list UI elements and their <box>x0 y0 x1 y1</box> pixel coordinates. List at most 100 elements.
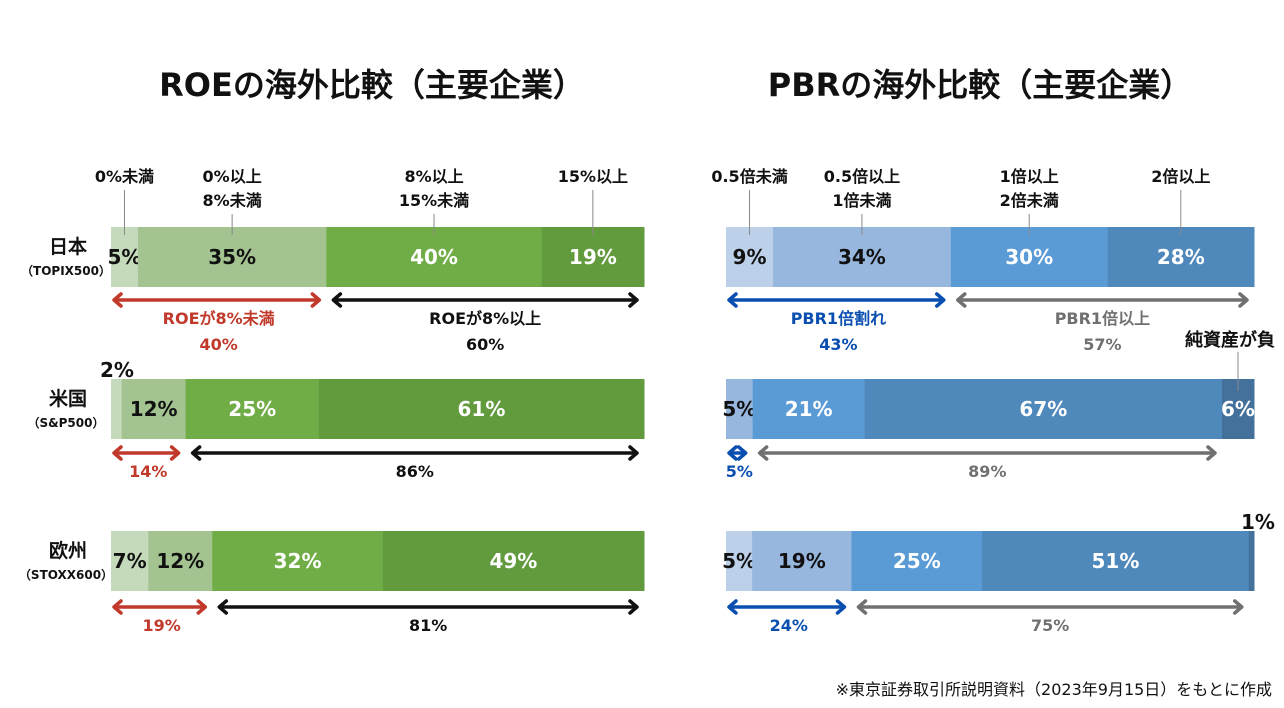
roe-bar-2-label-2: 32% <box>274 549 322 573</box>
pbr-bar-0-segment-2 <box>950 227 1109 287</box>
pbr-low-arrow-0-head-left <box>727 292 738 308</box>
roe-bar-2-label-3: 49% <box>489 549 537 573</box>
roe-high-arrow-2-head-right <box>628 599 639 615</box>
pbr-bar-2-label-0: 5% <box>722 549 756 573</box>
pbr-bar-1-label-4: 6% <box>1221 397 1255 421</box>
pbr-low-group-name: PBR1倍割れ <box>791 309 886 328</box>
pbr-low-value-2: 24% <box>770 616 808 635</box>
pbr-low-arrow-0-head-right <box>935 292 946 308</box>
pbr-bar-1-label-2: 21% <box>785 397 833 421</box>
pbr-bar-2-segment-1 <box>752 531 852 591</box>
pbr-low-arrow-1-head-right <box>736 445 748 461</box>
roe-bar-1-segment-2 <box>185 379 320 439</box>
roe-category-header-3: 15%以上 <box>558 167 628 186</box>
pbr-high-value-1: 89% <box>968 462 1006 481</box>
roe-high-arrow-0-head-left <box>331 292 343 308</box>
roe-bar-2-segment-2 <box>212 531 384 591</box>
pbr-bar-2-label-2: 25% <box>893 549 941 573</box>
roe-low-arrow-0-head-right <box>310 292 322 308</box>
pbr-low-value-0: 43% <box>819 335 857 354</box>
roe-bar-1-segment-3 <box>318 379 645 439</box>
pbr-category-header-3: 2倍以上 <box>1151 167 1210 186</box>
roe-bar-0-label-3: 19% <box>569 245 617 269</box>
pbr-high-arrow-2-head-left <box>856 599 868 615</box>
roe-low-arrow-2-head-left <box>112 599 123 615</box>
roe-bar-0-segment-3 <box>541 227 645 287</box>
pbr-category-header-0: 0.5倍未満 <box>711 167 787 186</box>
roe-high-group-name: ROEが8%以上 <box>429 309 541 328</box>
source-footnote: ※東京証券取引所説明資料（2023年9月15日）をもとに作成 <box>835 680 1272 699</box>
roe-bar-0-segment-0 <box>111 227 139 287</box>
roe-bar-0-segment-2 <box>326 227 543 287</box>
pbr-low-arrow-2-head-right <box>835 599 847 615</box>
roe-low-arrow-1-head-right <box>169 445 181 461</box>
roe-low-value-2: 19% <box>142 616 180 635</box>
pbr-bar-1-segment-2 <box>752 379 866 439</box>
roe-high-value-1: 86% <box>396 462 434 481</box>
roe-high-arrow-2-head-left <box>217 599 229 615</box>
pbr-bar-2-label-1: 19% <box>778 549 826 573</box>
roe-bar-1-label-0: 2% <box>100 358 134 382</box>
pbr-bar-2-segment-2 <box>851 531 983 591</box>
pbr-low-arrow-1-head-left <box>727 445 738 461</box>
row-label-0: 日本 <box>49 235 87 258</box>
roe-high-value-2: 81% <box>409 616 447 635</box>
pbr-chart-title: PBRの海外比較（主要企業） <box>767 66 1193 104</box>
pbr-category-header-4: 純資産が負 <box>1185 329 1275 351</box>
roe-low-group-name: ROEが8%未満 <box>163 309 275 328</box>
roe-bar-2-segment-3 <box>382 531 645 591</box>
roe-high-value-0: 60% <box>466 335 504 354</box>
pbr-high-arrow-0-head-left <box>956 292 967 308</box>
pbr-bar-2-segment-4 <box>1248 531 1255 591</box>
pbr-bar-2-label-3: 51% <box>1092 549 1140 573</box>
pbr-high-arrow-0-head-right <box>1238 292 1249 308</box>
pbr-high-value-2: 75% <box>1031 616 1069 635</box>
roe-category-header-2: 8%以上 <box>404 167 463 186</box>
pbr-high-value-0: 57% <box>1083 335 1121 354</box>
roe-low-value-0: 40% <box>200 335 238 354</box>
roe-bar-2-label-1: 12% <box>156 549 204 573</box>
roe-high-arrow-1-head-right <box>628 445 639 461</box>
roe-bar-2-segment-0 <box>111 531 149 591</box>
roe-high-arrow-0-head-right <box>628 292 639 308</box>
pbr-high-arrow-1-head-right <box>1206 445 1217 461</box>
pbr-bar-0-label-3: 28% <box>1157 245 1205 269</box>
pbr-bar-0-segment-1 <box>773 227 952 287</box>
roe-bar-2-segment-1 <box>148 531 213 591</box>
row-label-2: 欧州 <box>49 539 87 562</box>
row-sublabel-0: （TOPIX500） <box>21 263 111 278</box>
roe-bar-1-segment-1 <box>121 379 187 439</box>
roe-category-header-0: 0%未満 <box>95 167 154 186</box>
roe-category-header-2: 15%未満 <box>399 191 469 210</box>
pbr-bar-0-label-2: 30% <box>1005 245 1053 269</box>
pbr-bar-0-label-1: 34% <box>838 245 886 269</box>
pbr-low-value-1: 5% <box>726 462 753 481</box>
roe-chart-title: ROEの海外比較（主要企業） <box>159 66 585 104</box>
row-sublabel-1: （S&P500） <box>28 415 105 430</box>
pbr-bar-2-segment-3 <box>982 531 1250 591</box>
roe-low-value-1: 14% <box>129 462 167 481</box>
roe-high-arrow-1-head-left <box>190 445 202 461</box>
pbr-high-arrow-1-head-left <box>757 445 769 461</box>
row-sublabel-2: （STOXX600） <box>19 567 113 582</box>
pbr-bar-0-segment-0 <box>726 227 774 287</box>
pbr-bar-0-segment-3 <box>1107 227 1255 287</box>
roe-bar-2-label-0: 7% <box>113 549 147 573</box>
roe-bar-1-label-2: 25% <box>228 397 276 421</box>
roe-bar-0-label-0: 5% <box>107 245 141 269</box>
roe-bar-1-segment-0 <box>111 379 123 439</box>
pbr-bar-2-segment-0 <box>726 531 753 591</box>
pbr-category-header-2: 2倍未満 <box>1000 191 1059 210</box>
pbr-high-group-name: PBR1倍以上 <box>1055 309 1150 328</box>
pbr-low-arrow-2-head-left <box>727 599 738 615</box>
pbr-bar-2-label-4: 1% <box>1241 510 1275 534</box>
pbr-bar-0-label-0: 9% <box>733 245 767 269</box>
roe-low-arrow-0-head-left <box>112 292 123 308</box>
pbr-bar-1-segment-3 <box>864 379 1223 439</box>
pbr-high-arrow-2-head-right <box>1233 599 1244 615</box>
roe-bar-1-label-3: 61% <box>457 397 505 421</box>
roe-low-arrow-1-head-left <box>112 445 123 461</box>
roe-bar-0-label-1: 35% <box>208 245 256 269</box>
roe-category-header-1: 0%以上 <box>203 167 262 186</box>
